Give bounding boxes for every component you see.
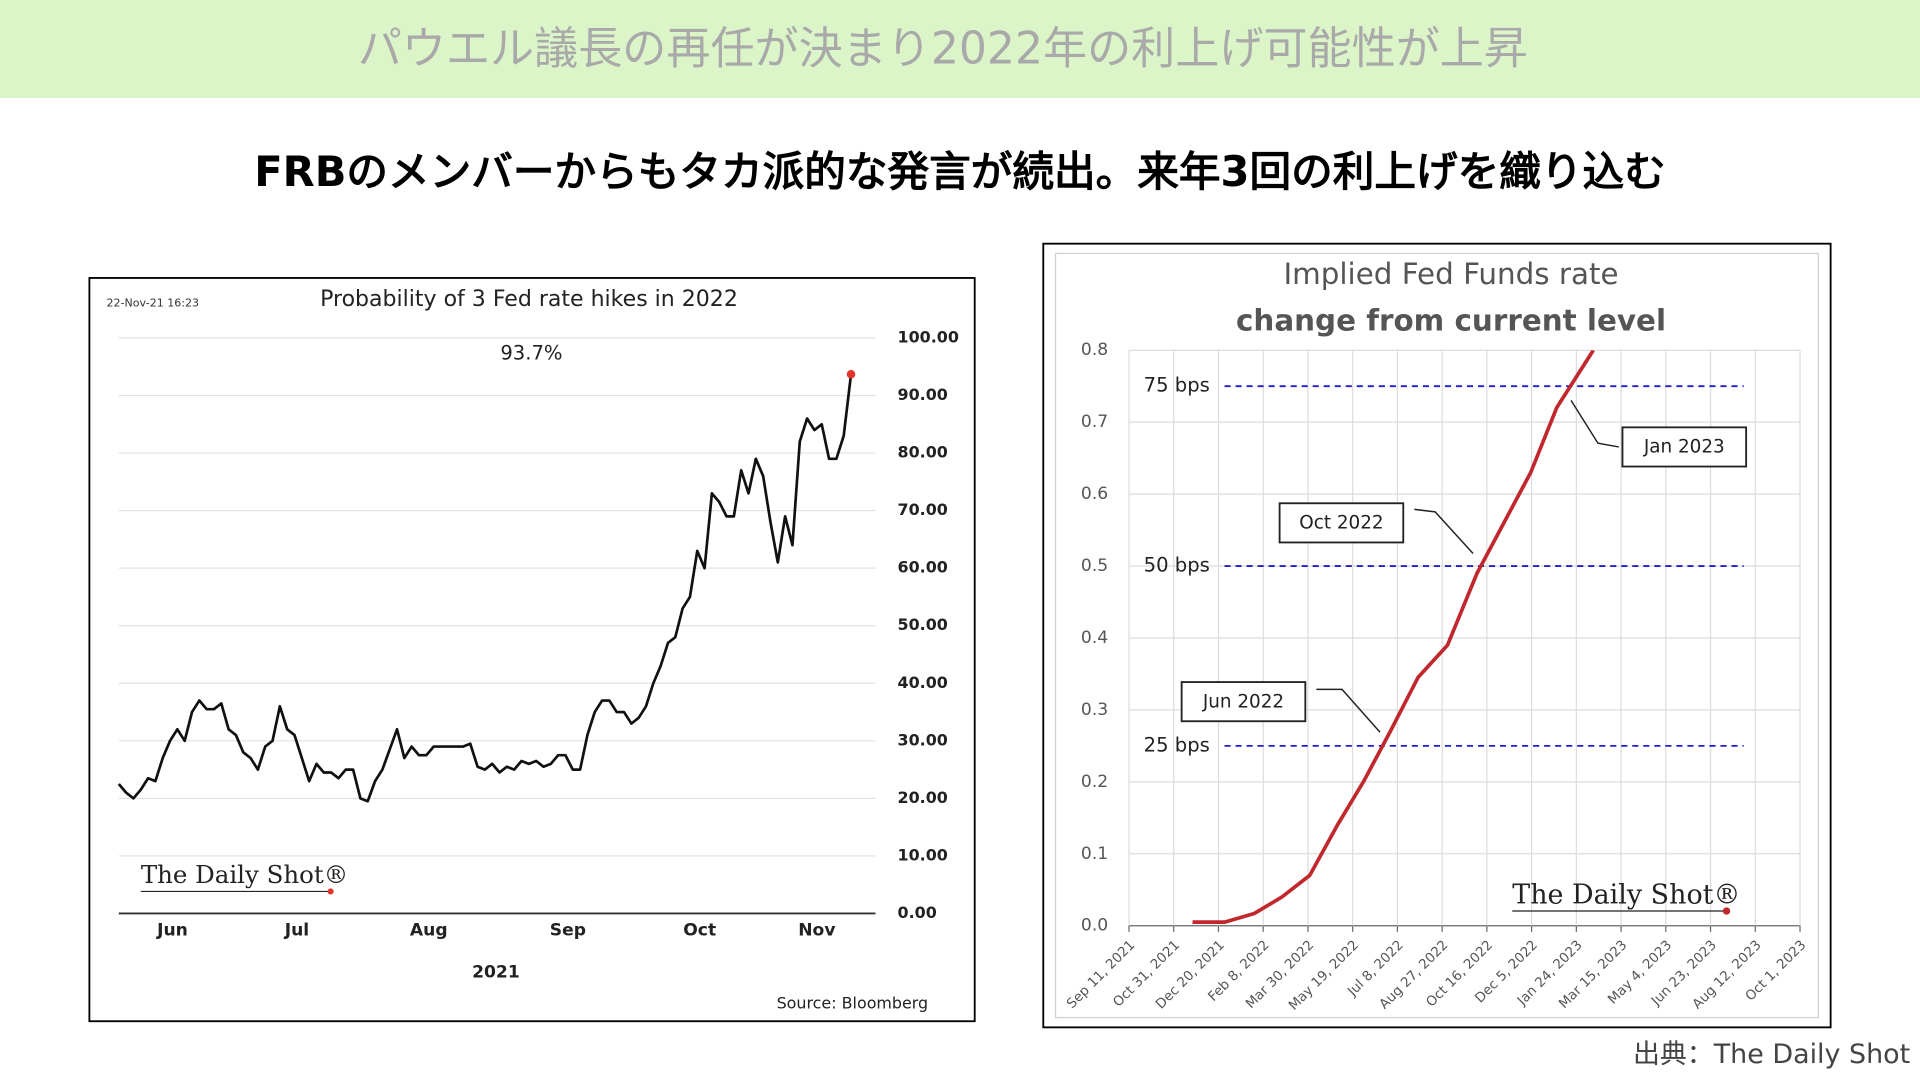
- x-tick-label: Nov: [798, 921, 835, 941]
- header-band: [0, 0, 1920, 98]
- chart-source: Source: Bloomberg: [777, 994, 929, 1013]
- chart-subtitle: change from current level: [1236, 304, 1666, 338]
- source: 出典：The Daily Shot: [1633, 1039, 1910, 1070]
- reference-label: 75 bps: [1144, 374, 1210, 397]
- x-tick-label: Sep: [550, 921, 586, 941]
- line: [1192, 350, 1595, 924]
- logo-dot: [327, 888, 334, 895]
- timestamp: 22-Nov-21 16:23: [107, 297, 199, 310]
- chart-frame: [1042, 242, 1832, 1029]
- y-tick-label: 0.6: [1081, 484, 1108, 504]
- logo-dot: [1722, 907, 1731, 915]
- y-tick-label: 30.00: [898, 730, 948, 749]
- y-tick-label: 60.00: [898, 558, 948, 577]
- y-tick-label: 0.0: [1081, 916, 1108, 936]
- chart-title: Probability of 3 Fed rate hikes in 2022: [320, 287, 738, 312]
- y-tick-label: 10.00: [898, 845, 948, 864]
- callout-label: Jan 2023: [1643, 437, 1725, 458]
- line: [117, 374, 853, 803]
- callout-box: [1278, 502, 1405, 544]
- y-tick-label: 80.00: [898, 443, 948, 462]
- y-tick-label: 0.00: [898, 903, 937, 922]
- y-tick-label: 40.00: [898, 673, 948, 692]
- y-tick-label: 0.4: [1081, 628, 1108, 648]
- header-subtitle: FRBのメンバーからもタカ派的な発言が続出。来年3回の利上げを織り込む: [254, 147, 1666, 196]
- reference-label: 25 bps: [1144, 733, 1210, 756]
- callout-leader: [1570, 400, 1619, 448]
- logo: The Daily Shot®: [1512, 879, 1740, 910]
- y-tick-label: 0.5: [1081, 556, 1108, 576]
- y-tick-label: 0.1: [1081, 844, 1108, 864]
- x-axis-label: 2021: [472, 962, 520, 982]
- x-tick-label: Aug: [410, 921, 448, 941]
- y-tick-label: 100.00: [898, 327, 959, 346]
- y-tick-label: 0.2: [1081, 772, 1108, 792]
- end-marker: [846, 369, 856, 379]
- logo: The Daily Shot®: [141, 860, 348, 889]
- header-title: パウエル議長の再任が決まり2022年の利上げ可能性が上昇: [358, 23, 1528, 74]
- callout-box: [1621, 426, 1748, 468]
- chart-frame: [88, 277, 976, 1023]
- x-tick-label: Jul: [284, 921, 309, 941]
- reference-label: 50 bps: [1144, 554, 1210, 577]
- y-tick-label: 0.7: [1081, 412, 1108, 432]
- y-tick-label: 0.8: [1081, 340, 1108, 360]
- callout-label: Oct 2022: [1299, 512, 1383, 533]
- y-tick-label: 70.00: [898, 500, 948, 519]
- callout-leader: [1316, 688, 1381, 733]
- y-tick-label: 50.00: [898, 615, 948, 634]
- x-tick-label: Oct: [683, 921, 716, 941]
- y-tick-label: 90.00: [898, 385, 948, 404]
- chart-title: Implied Fed Funds rate: [1283, 257, 1618, 291]
- y-tick-label: 0.3: [1081, 700, 1108, 720]
- callout-label: Jun 2022: [1202, 691, 1284, 712]
- callout-box: [1180, 681, 1307, 723]
- callout-leader: [1414, 508, 1474, 554]
- x-tick-label: Jun: [156, 921, 188, 941]
- y-tick-label: 20.00: [898, 788, 948, 807]
- chart-inner-frame: [1054, 252, 1819, 1019]
- annotation: 93.7%: [500, 341, 562, 364]
